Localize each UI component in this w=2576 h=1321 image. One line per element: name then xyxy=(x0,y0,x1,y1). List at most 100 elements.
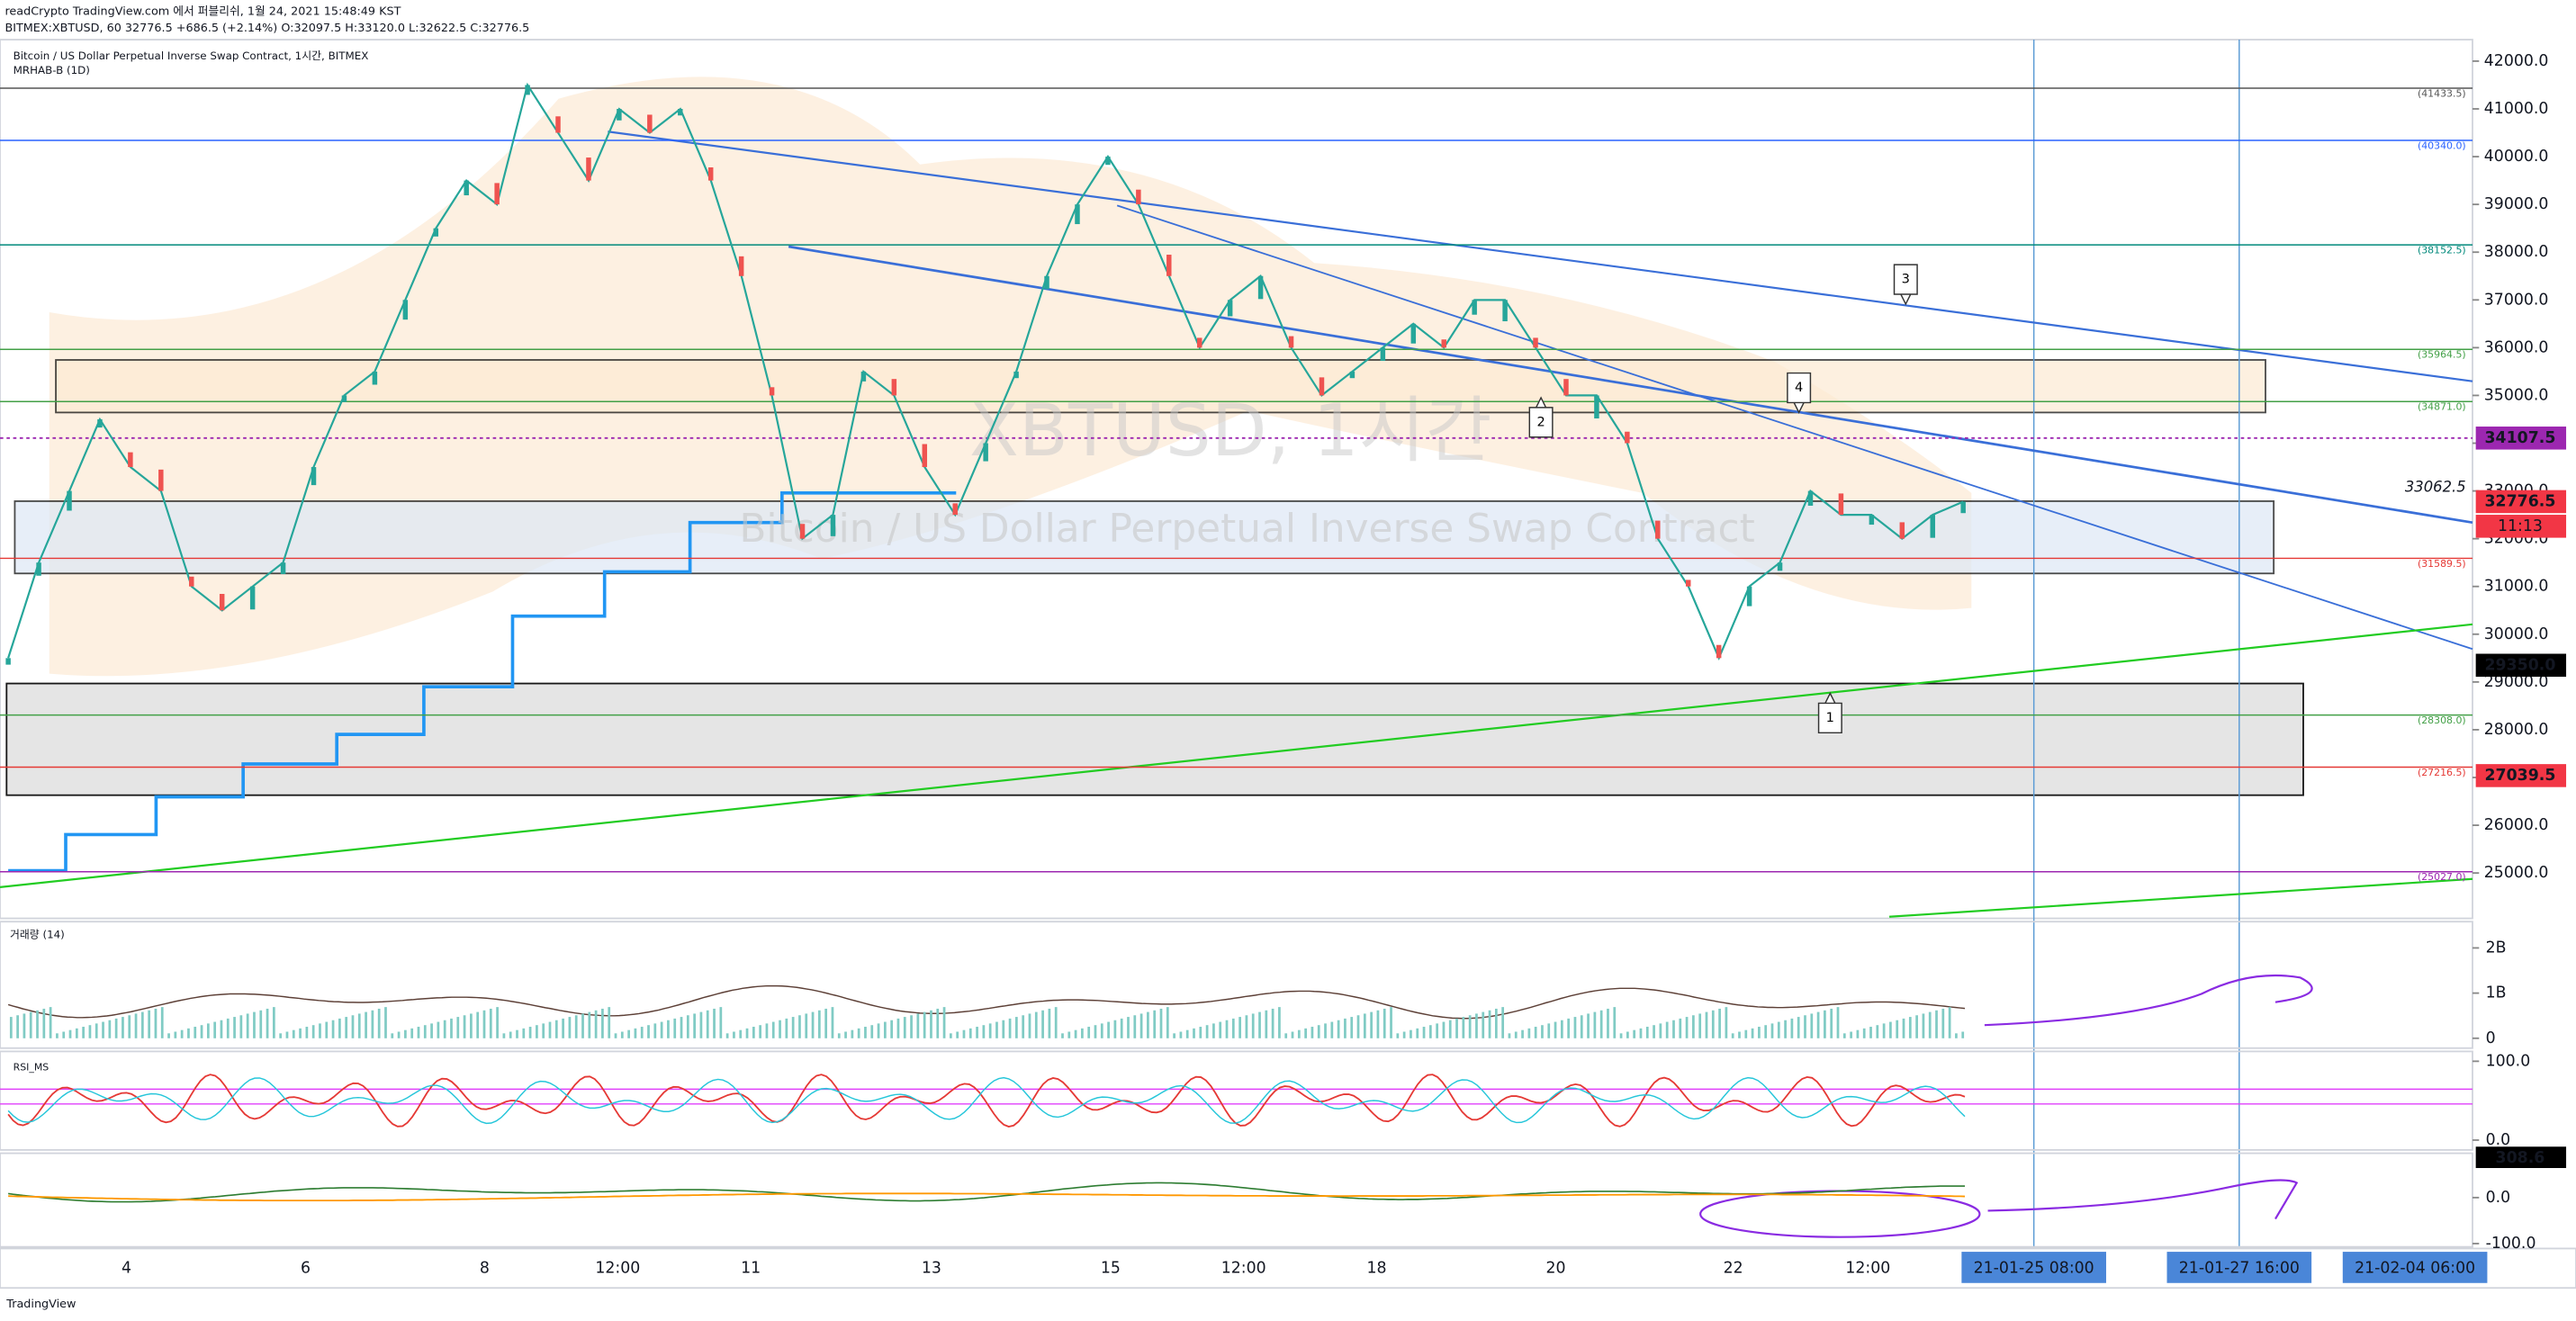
volume-bar xyxy=(864,1027,867,1038)
price-badge-label: 27039.5 xyxy=(2484,767,2555,785)
price-badge xyxy=(2475,764,2567,787)
volume-bar xyxy=(437,1021,440,1038)
volume-bar xyxy=(423,1025,427,1038)
volume-bar xyxy=(338,1018,341,1038)
volume-bar xyxy=(1593,1011,1597,1038)
volume-bar xyxy=(417,1027,420,1038)
candle xyxy=(1533,337,1538,348)
volume-bar xyxy=(1580,1015,1583,1038)
volume-bar xyxy=(798,1015,801,1038)
volume-bar xyxy=(1048,1008,1051,1038)
volume-bar xyxy=(1560,1020,1563,1038)
volume-bar xyxy=(581,1013,584,1038)
volume-bar xyxy=(594,1010,598,1038)
volume-bar xyxy=(266,1008,269,1038)
volume-bar xyxy=(1679,1018,1682,1038)
candle xyxy=(158,469,164,491)
annotation-label: 3 xyxy=(1902,272,1910,287)
volume-bar xyxy=(68,1029,72,1038)
volume-bar xyxy=(1718,1008,1721,1038)
price-badge-label: 29350.0 xyxy=(2484,656,2555,674)
volume-bar xyxy=(430,1023,433,1038)
y-tick-label: 28000.0 xyxy=(2484,721,2549,739)
x-tick-label: 20 xyxy=(1545,1259,1565,1277)
volume-bar xyxy=(1804,1015,1806,1038)
time-marker-label: 21-01-27 16:00 xyxy=(2179,1259,2300,1277)
volume-bar xyxy=(1790,1018,1794,1038)
volume-bar xyxy=(640,1027,644,1038)
candle xyxy=(372,371,378,385)
volume-bar xyxy=(148,1010,151,1038)
volume-bar xyxy=(404,1029,407,1038)
volume-bar xyxy=(1613,1007,1617,1038)
volume-bar xyxy=(1337,1020,1340,1038)
volume-bar xyxy=(1185,1029,1189,1038)
volume-bar xyxy=(614,1033,617,1038)
volume-bar xyxy=(1797,1017,1800,1038)
volume-bar xyxy=(1738,1031,1741,1038)
y-tick-label: 35000.0 xyxy=(2484,386,2549,404)
volume-bar xyxy=(942,1007,946,1038)
volume-bar xyxy=(88,1025,92,1038)
legend-series: Bitcoin / US Dollar Perpetual Inverse Sw… xyxy=(14,49,369,62)
x-tick-label: 18 xyxy=(1367,1259,1387,1277)
volume-bar xyxy=(601,1008,604,1038)
candle xyxy=(36,562,41,576)
volume-bar xyxy=(1692,1015,1695,1038)
volume-bar xyxy=(1390,1007,1392,1038)
y-tick-label: 26000.0 xyxy=(2484,816,2549,834)
volume-bar xyxy=(608,1007,611,1038)
candle xyxy=(1930,515,1935,538)
volume-bar xyxy=(496,1007,499,1038)
volume-bar xyxy=(239,1015,243,1038)
volume-bar xyxy=(397,1031,401,1038)
candle xyxy=(1136,189,1141,205)
y-tick-label: 31000.0 xyxy=(2484,578,2549,596)
volume-bar xyxy=(1941,1008,1945,1038)
volume-bar xyxy=(1896,1020,1899,1038)
volume-bar xyxy=(1067,1031,1071,1038)
volume-bar xyxy=(351,1015,355,1038)
volume-bar xyxy=(95,1023,98,1038)
level-label: (34871.0) xyxy=(2418,401,2466,413)
volume-bar xyxy=(482,1010,486,1038)
volume-bar xyxy=(1448,1020,1452,1038)
annotation-callout xyxy=(1893,264,1918,306)
volume-bar xyxy=(548,1021,552,1038)
volume-bar xyxy=(725,1033,729,1038)
volume-bar xyxy=(384,1007,387,1038)
volume-bar xyxy=(1534,1027,1537,1038)
volume-bar xyxy=(1034,1011,1038,1038)
trend-line xyxy=(1116,204,2473,651)
level-label: (41433.5) xyxy=(2418,87,2466,99)
volume-bar xyxy=(699,1011,703,1038)
volume-bar xyxy=(1698,1013,1702,1038)
volume-bar xyxy=(805,1013,808,1038)
volume-bar xyxy=(883,1021,887,1038)
volume-bar xyxy=(371,1010,374,1038)
candle xyxy=(1777,562,1783,571)
volume-bar xyxy=(1935,1010,1938,1038)
x-tick-label: 13 xyxy=(922,1259,941,1277)
volume-bar xyxy=(706,1010,709,1038)
volume-bar xyxy=(253,1011,256,1038)
candle xyxy=(1838,493,1844,516)
candle xyxy=(1196,337,1202,348)
candle xyxy=(830,515,836,536)
volume-bar xyxy=(1948,1007,1951,1038)
volume-bar xyxy=(1416,1028,1419,1038)
volume-bar xyxy=(1869,1027,1872,1038)
y-tick-label: 41000.0 xyxy=(2484,100,2549,118)
volume-bar xyxy=(1547,1023,1551,1038)
volume-bar xyxy=(259,1010,263,1038)
volume-bar xyxy=(680,1017,683,1038)
annotation-label: 1 xyxy=(1826,710,1834,725)
volume-bar xyxy=(870,1025,874,1038)
volume-bar xyxy=(995,1021,998,1038)
volume-bar xyxy=(1599,1010,1603,1038)
candle xyxy=(1899,522,1905,539)
volume-bar xyxy=(489,1008,492,1038)
volume-bar xyxy=(1607,1008,1609,1038)
volume-bar xyxy=(1258,1011,1261,1038)
